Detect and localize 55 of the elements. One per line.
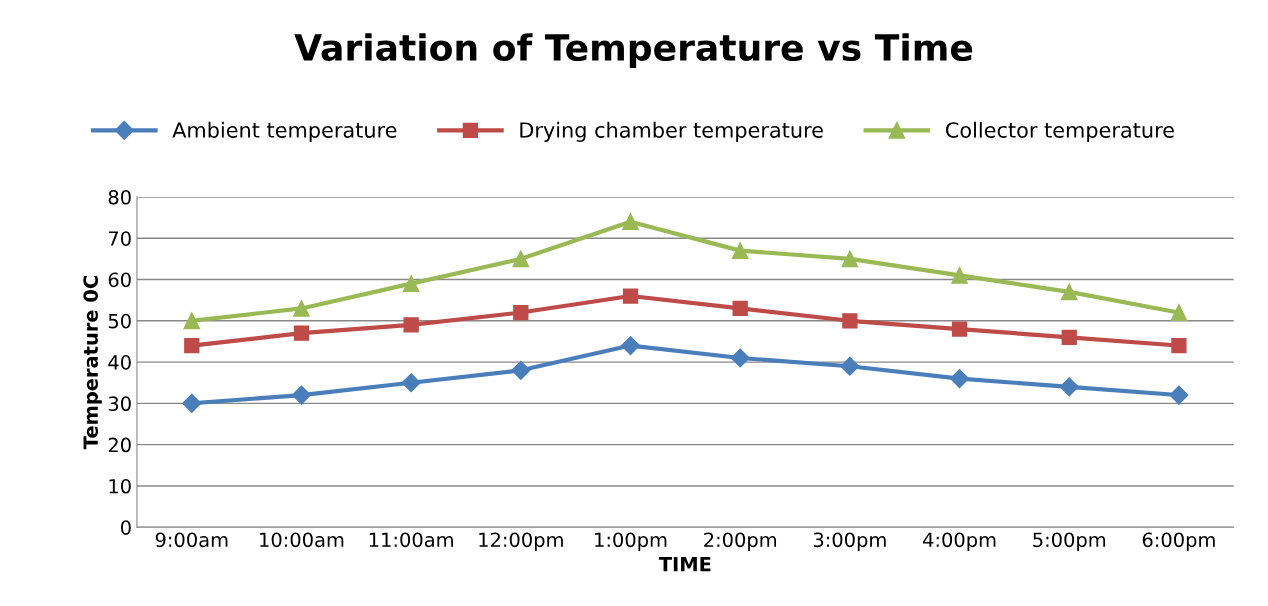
point (950, 369, 970, 389)
y-tick-label: 70 (108, 231, 131, 246)
point (1059, 377, 1079, 397)
point (511, 360, 531, 380)
x-tick-label: 6:00pm (1142, 532, 1215, 551)
x-tick-label: 4:00pm (923, 532, 996, 551)
x-tick-label: 12:00pm (479, 532, 563, 551)
y-tick-label: 0 (120, 520, 131, 535)
x-axis-title: TIME (658, 557, 711, 572)
legend-label: Collector temperature (945, 121, 1174, 142)
point (1061, 329, 1077, 345)
point (841, 250, 859, 268)
point (513, 304, 529, 321)
x-tick-label: 1:00pm (595, 532, 667, 551)
point (1171, 337, 1187, 354)
point (731, 242, 749, 259)
point (1169, 385, 1189, 405)
y-tick-label: 30 (108, 396, 131, 412)
point (622, 213, 639, 231)
point (293, 300, 310, 317)
legend-label: Drying chamber temperature (520, 121, 823, 142)
point (951, 267, 968, 284)
point (182, 393, 202, 413)
point (842, 313, 858, 329)
y-tick-label: 20 (108, 437, 131, 453)
y-tick-label: 10 (109, 478, 131, 494)
y-tick-label: 80 (108, 189, 131, 205)
x-tick-label: 3:00pm (813, 532, 886, 551)
point (512, 250, 530, 268)
point (291, 385, 312, 405)
point (732, 300, 748, 317)
x-tick-label: 5:00pm (1033, 532, 1106, 551)
point (401, 373, 421, 393)
point (840, 356, 860, 376)
legend-label: Ambient temperature (172, 121, 397, 142)
point (403, 317, 419, 333)
y-axis-title: Temperature 0C (83, 276, 102, 450)
point (183, 312, 201, 330)
point (1060, 283, 1078, 301)
chart-title: Variation of Temperature vs Time (294, 33, 973, 69)
y-tick-label: 50 (108, 313, 131, 329)
y-tick-label: 40 (108, 355, 131, 370)
point (402, 275, 420, 292)
point (1170, 304, 1188, 321)
x-tick-label: 2:00pm (704, 532, 777, 551)
x-tick-label: 10:00am (260, 532, 344, 548)
x-tick-label: 9:00am (155, 532, 228, 548)
point (184, 337, 200, 354)
point (622, 288, 639, 304)
x-tick-label: 11:00am (369, 532, 453, 548)
y-tick-label: 60 (108, 272, 131, 288)
point (620, 336, 641, 356)
point (951, 321, 968, 337)
point (293, 325, 310, 341)
point (730, 348, 750, 368)
